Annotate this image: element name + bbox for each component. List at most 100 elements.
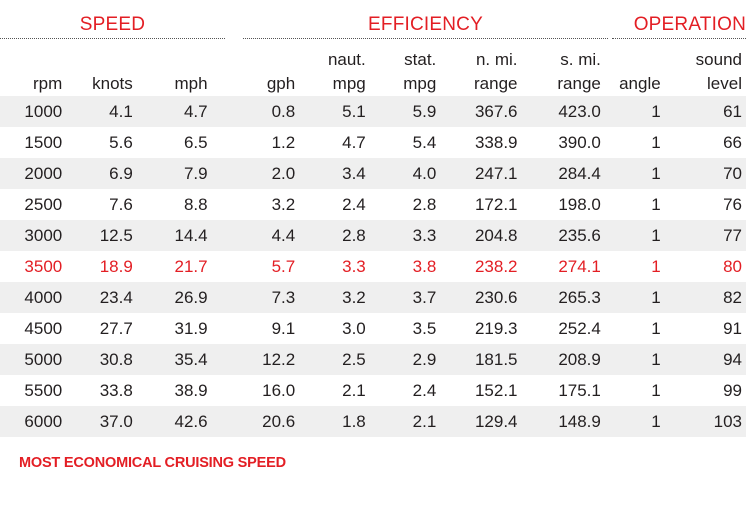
table-cell-value: 2.1 xyxy=(342,381,366,400)
table-cell-value: 12.5 xyxy=(99,226,133,245)
table-cell-value: 7.6 xyxy=(109,195,133,214)
table-cell-value: 4.0 xyxy=(412,164,437,183)
table-cell-value: 5.1 xyxy=(342,102,366,121)
table-cell-value: 2.8 xyxy=(342,226,366,245)
table-cell: 12.2 xyxy=(211,344,300,375)
column-header: s. mi. range xyxy=(522,40,605,96)
table-cell: 6.5 xyxy=(136,127,212,158)
table-cell-value: 99 xyxy=(723,381,742,400)
table-cell: 30.8 xyxy=(66,344,137,375)
table-cell-value: 21.7 xyxy=(174,257,208,276)
column-header-top: naut. xyxy=(327,50,366,69)
table-cell: 76 xyxy=(664,189,746,220)
group-rule-speed xyxy=(0,38,225,39)
column-header-bottom: gph xyxy=(266,74,296,93)
table-cell-value: 1 xyxy=(651,319,661,338)
column-header-bottom: angle xyxy=(619,74,661,93)
table-cell-value: 2.0 xyxy=(271,164,296,183)
table-cell-value: 1 xyxy=(651,257,661,276)
table-cell: 1 xyxy=(604,96,665,127)
table-cell-value: 8.8 xyxy=(183,195,208,214)
table-cell-value: 1 xyxy=(651,350,661,369)
table-cell: 5.6 xyxy=(66,127,137,158)
table-cell: 61 xyxy=(664,96,746,127)
table-cell-value: 6000 xyxy=(24,412,63,431)
table-cell-value: 7.9 xyxy=(183,164,208,183)
table-cell: 1 xyxy=(604,282,665,313)
table-cell: 3500 xyxy=(0,251,67,282)
table-cell-value: 94 xyxy=(723,350,742,369)
table-cell: 230.6 xyxy=(440,282,522,313)
table-cell: 3.7 xyxy=(369,282,441,313)
column-header: stat. mpg xyxy=(370,40,441,96)
table-cell-value: 0.8 xyxy=(271,102,296,121)
column-header: mph xyxy=(137,40,212,96)
table-cell-value: 265.3 xyxy=(558,288,601,307)
table-body: 1000 4.1 4.7 0.8 5.1 5.9 367.6 423.0 1 61 1500 5.6 6… xyxy=(0,96,746,437)
column-header-bottom: range xyxy=(474,74,518,93)
table-cell: 6.9 xyxy=(66,158,137,189)
table-cell: 5500 xyxy=(0,375,67,406)
table-cell: 20.6 xyxy=(211,406,300,437)
table-cell-value: 3.3 xyxy=(342,257,366,276)
table-cell: 4500 xyxy=(0,313,67,344)
table-cell-value: 1 xyxy=(651,288,661,307)
column-header-text: s. mi. range xyxy=(522,48,605,96)
table-row-highlighted: 3500 18.9 21.7 5.7 3.3 3.8 238.2 274.1 1 80 xyxy=(0,251,746,282)
table-cell: 2500 xyxy=(0,189,67,220)
table-cell-value: 390.0 xyxy=(558,133,601,152)
column-header-text: n. mi. range xyxy=(440,48,521,96)
table-cell: 152.1 xyxy=(440,375,522,406)
column-header-text: gph xyxy=(212,48,300,96)
table-cell-value: 1.8 xyxy=(342,412,366,431)
table-cell: 38.9 xyxy=(136,375,212,406)
table-cell-value: 26.9 xyxy=(174,288,208,307)
table-cell-value: 2.4 xyxy=(342,195,366,214)
table-cell-value: 2.8 xyxy=(412,195,437,214)
table-cell-value: 20.6 xyxy=(262,412,296,431)
table-cell: 3.3 xyxy=(369,220,441,251)
table-cell-value: 238.2 xyxy=(474,257,518,276)
table-cell: 94 xyxy=(664,344,746,375)
column-header: n. mi. range xyxy=(440,40,521,96)
table-cell: 5.9 xyxy=(369,96,441,127)
table-cell-value: 423.0 xyxy=(558,102,601,121)
table-cell: 1.2 xyxy=(211,127,300,158)
column-header-top xyxy=(66,48,133,72)
table-cell: 70 xyxy=(664,158,746,189)
table-cell: 4.1 xyxy=(66,96,137,127)
table-cell: 5000 xyxy=(0,344,67,375)
column-header: knots xyxy=(66,40,137,96)
table-cell: 37.0 xyxy=(66,406,137,437)
table-cell: 7.9 xyxy=(136,158,212,189)
table-cell-value: 1 xyxy=(651,226,661,245)
table-cell-value: 152.1 xyxy=(474,381,518,400)
footnote-legend: MOST ECONOMICAL CRUISING SPEED xyxy=(19,455,286,471)
table-cell: 2.4 xyxy=(299,189,370,220)
table-cell-value: 1 xyxy=(651,102,661,121)
table-cell-value: 35.4 xyxy=(174,350,208,369)
table-cell: 8.8 xyxy=(136,189,212,220)
table-cell: 204.8 xyxy=(440,220,522,251)
table-cell-value: 5000 xyxy=(24,350,63,369)
table-cell: 4.7 xyxy=(136,96,212,127)
table-cell: 6000 xyxy=(0,406,67,437)
table-cell: 1.8 xyxy=(299,406,370,437)
table-cell-value: 2.4 xyxy=(412,381,437,400)
table-cell-value: 4.7 xyxy=(183,102,208,121)
table-cell-value: 5.9 xyxy=(412,102,437,121)
table-cell-value: 4.1 xyxy=(109,102,133,121)
table-cell-value: 338.9 xyxy=(474,133,518,152)
table-cell: 265.3 xyxy=(521,282,605,313)
table-cell: 77 xyxy=(664,220,746,251)
column-header-top xyxy=(137,48,208,72)
table-cell: 148.9 xyxy=(521,406,605,437)
table-cell-value: 4000 xyxy=(24,288,63,307)
table-cell-value: 14.4 xyxy=(174,226,208,245)
table-cell-value: 247.1 xyxy=(474,164,518,183)
table-cell-value: 38.9 xyxy=(174,381,208,400)
table-cell-value: 2.9 xyxy=(412,350,437,369)
table-cell-value: 7.3 xyxy=(271,288,296,307)
table-cell-value: 42.6 xyxy=(174,412,208,431)
table-cell: 9.1 xyxy=(211,313,300,344)
